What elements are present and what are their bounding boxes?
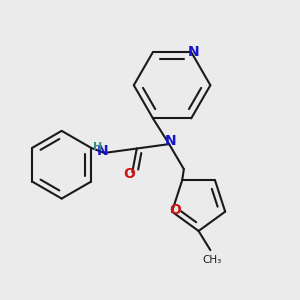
Text: O: O bbox=[124, 167, 135, 181]
Text: CH₃: CH₃ bbox=[202, 254, 221, 265]
Text: H: H bbox=[93, 142, 103, 152]
Text: O: O bbox=[169, 203, 181, 217]
Text: N: N bbox=[165, 134, 176, 148]
Text: N: N bbox=[97, 144, 109, 158]
Text: N: N bbox=[188, 45, 200, 59]
